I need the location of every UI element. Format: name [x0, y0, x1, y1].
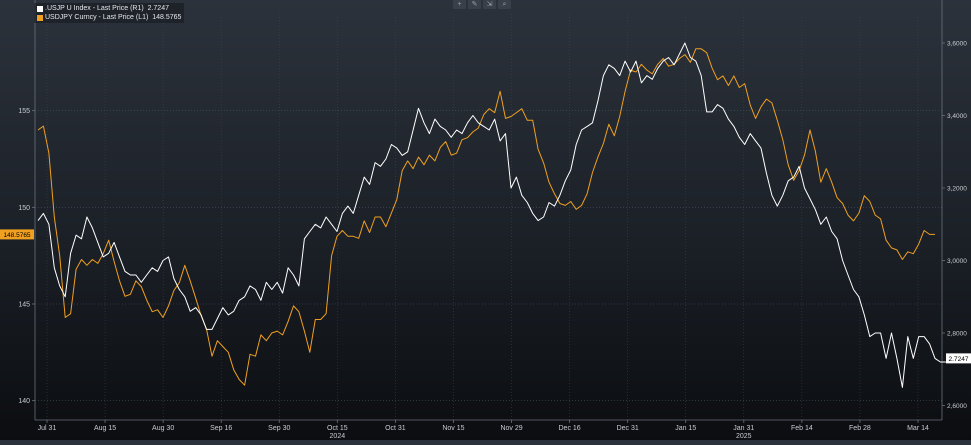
legend-swatch-usjp — [37, 5, 43, 12]
legend-label-usjp: .USJP U Index - Last Price (R1) — [45, 5, 144, 12]
x-tick-label: Sep 16 — [210, 425, 232, 432]
x-tick-label: Aug 15 — [94, 425, 116, 432]
legend-swatch-usdjpy — [37, 14, 43, 21]
pencil-icon[interactable]: ✎ — [468, 0, 481, 9]
right-tick-label: 2,6000 — [947, 403, 967, 410]
x-tick-label: Jan 31 — [733, 425, 754, 432]
last-value-box-right — [946, 353, 971, 364]
chart-toolbar: + ✎ ⇲ ⌕ — [453, 0, 511, 10]
x-tick-label: Jul 31 — [38, 425, 57, 432]
legend-entry-usdjpy: USDJPY Curncy - Last Price (L1) 148.5765 — [37, 13, 181, 22]
x-tick-label: Feb 14 — [791, 425, 813, 432]
legend-entry-usjp: .USJP U Index - Last Price (R1) 2.7247 — [37, 4, 181, 13]
left-tick-label: 150 — [18, 205, 30, 212]
x-tick-label: Dec 16 — [559, 425, 581, 432]
right-tick-label: 2,8000 — [947, 331, 967, 338]
last-value-box-left — [0, 229, 34, 240]
legend-value-usdjpy: 148.5765 — [152, 14, 182, 21]
right-tick-label: 3,6000 — [947, 41, 967, 48]
left-tick-label: 155 — [18, 108, 30, 115]
x-tick-label: Mar 14 — [907, 425, 929, 432]
x-tick-label: Oct 15 — [327, 425, 348, 432]
x-tick-label: Sep 30 — [268, 425, 290, 432]
x-tick-label: Aug 30 — [152, 425, 174, 432]
series-line-usdjpy — [37, 48, 935, 386]
left-tick-label: 140 — [18, 398, 30, 405]
plus-icon[interactable]: + — [453, 0, 466, 9]
chart-icon[interactable]: ⇲ — [483, 0, 496, 9]
year-label: 2024 — [330, 433, 346, 440]
right-tick-label: 3,0000 — [947, 258, 967, 265]
right-tick-label: 3,2000 — [947, 186, 967, 193]
chart-legend: .USJP U Index - Last Price (R1) 2.7247 U… — [34, 3, 185, 23]
magnifier-icon[interactable]: ⌕ — [498, 0, 511, 9]
x-tick-label: Nov 29 — [500, 425, 522, 432]
year-label: 2025 — [736, 433, 752, 440]
legend-value-usjp: 2.7247 — [147, 5, 169, 12]
x-tick-label: Oct 31 — [385, 425, 406, 432]
x-tick-label: Dec 31 — [617, 425, 639, 432]
last-value-label-left: 148.5765 — [3, 232, 30, 239]
legend-label-usdjpy: USDJPY Curncy - Last Price (L1) — [45, 14, 149, 21]
series-line-usjp — [37, 42, 946, 388]
left-tick-label: 145 — [18, 302, 30, 309]
x-tick-label: Jan 15 — [675, 425, 696, 432]
x-tick-label: Feb 28 — [849, 425, 871, 432]
last-value-label-right: 2.7247 — [949, 356, 969, 363]
x-tick-label: Nov 15 — [442, 425, 464, 432]
right-tick-label: 3,4000 — [947, 113, 967, 120]
